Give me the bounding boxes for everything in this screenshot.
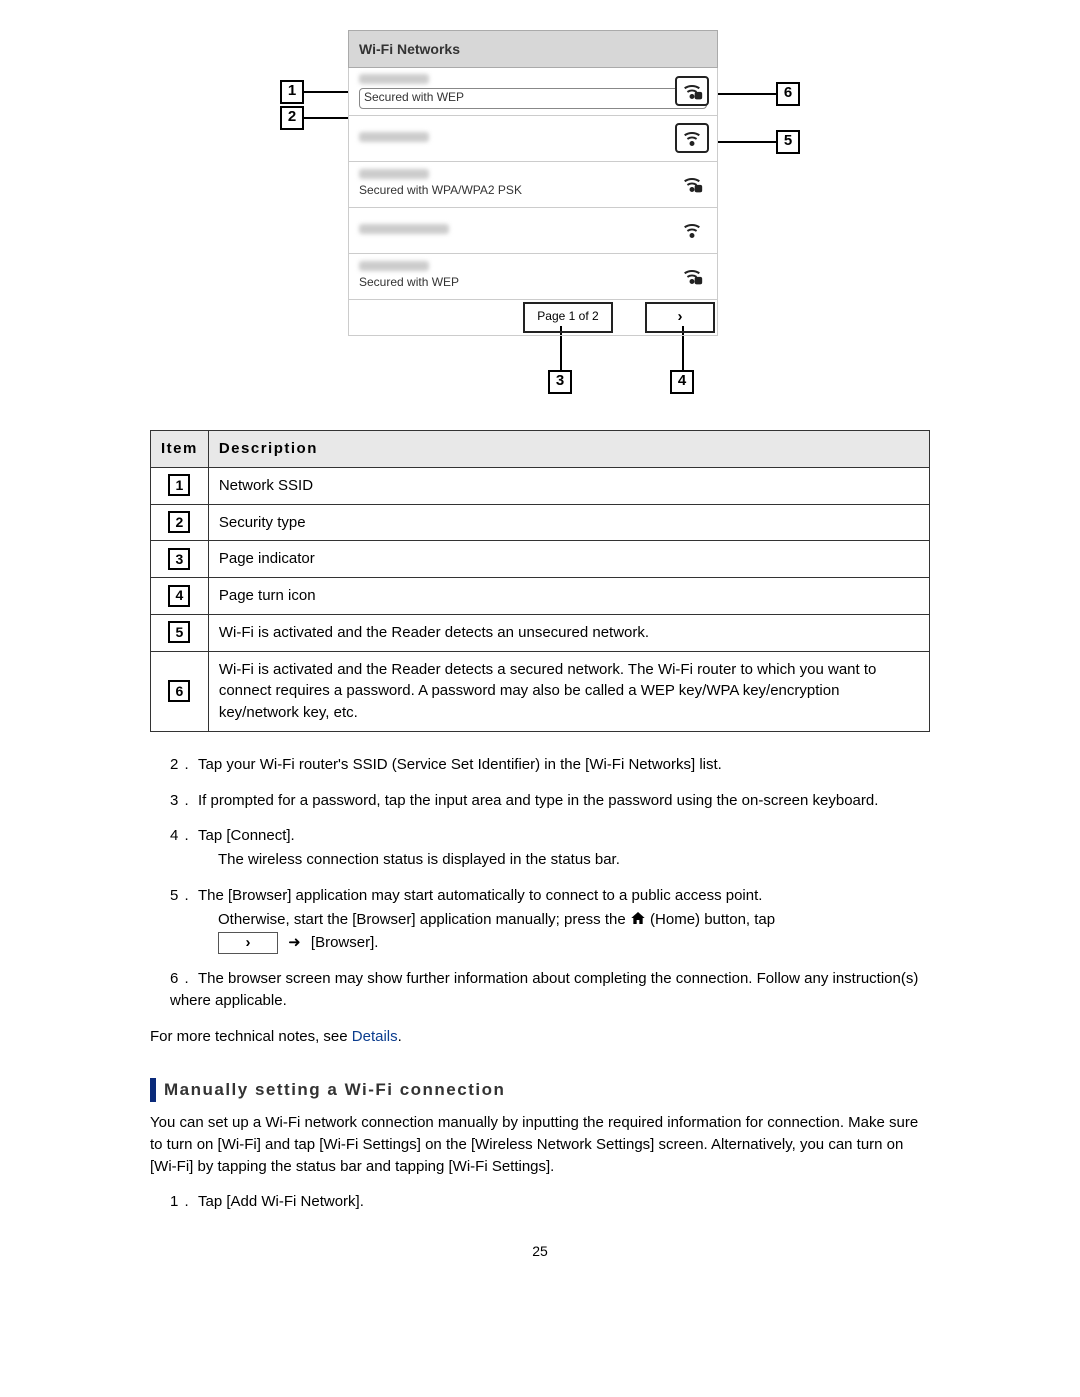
security-label: Secured with WEP [359, 274, 707, 291]
ssid-blur-placeholder [359, 132, 429, 142]
table-row: 6 Wi-Fi is activated and the Reader dete… [151, 651, 930, 731]
wifi-list-item[interactable] [348, 116, 718, 162]
instruction-list: 2 .Tap your Wi-Fi router's SSID (Service… [150, 754, 930, 1012]
step-5: 5 .The [Browser] application may start a… [170, 885, 930, 955]
item-desc: Page turn icon [208, 578, 929, 615]
step-5-line2: Otherwise, start the [Browser] applicati… [218, 909, 930, 931]
leader-line [304, 91, 348, 93]
page-number: 25 [150, 1241, 930, 1261]
item-desc: Security type [208, 504, 929, 541]
home-icon [630, 910, 646, 926]
step-6: 6 .The browser screen may show further i… [170, 968, 930, 1012]
section-title: Manually setting a Wi-Fi connection [164, 1078, 505, 1103]
item-number: 1 [168, 474, 190, 496]
table-row: 4 Page turn icon [151, 578, 930, 615]
wifi-secure-icon [675, 261, 709, 291]
ssid-blur-placeholder [359, 224, 449, 234]
page-turn-icon: › [218, 932, 278, 954]
security-label: Secured with WEP [359, 88, 707, 108]
wifi-list-header: Wi-Fi Networks [348, 30, 718, 68]
step-4: 4 .Tap [Connect]. The wireless connectio… [170, 825, 930, 871]
item-desc: Wi-Fi is activated and the Reader detect… [208, 614, 929, 651]
callout-4: 4 [670, 370, 694, 394]
arrow-icon: ➜ [288, 932, 301, 954]
ssid-blur-placeholder [359, 261, 429, 271]
wifi-open-icon [675, 215, 709, 245]
wifi-list-item[interactable] [348, 208, 718, 254]
table-row: 3 Page indicator [151, 541, 930, 578]
wifi-diagram: 1 2 6 5 3 4 Wi-Fi Networks Secured with … [280, 30, 800, 390]
security-label: Secured with WPA/WPA2 PSK [359, 182, 707, 199]
wifi-list-item[interactable]: Secured with WEP [348, 68, 718, 115]
heading-bar [150, 1078, 156, 1102]
step-2: 2 .Tap your Wi-Fi router's SSID (Service… [170, 754, 930, 776]
item-number: 2 [168, 511, 190, 533]
callout-1: 1 [280, 80, 304, 104]
wifi-open-icon [675, 123, 709, 153]
leader-line [716, 93, 776, 95]
item-number: 5 [168, 621, 190, 643]
item-desc: Network SSID [208, 467, 929, 504]
details-link[interactable]: Details [352, 1028, 398, 1045]
wifi-list-item[interactable]: Secured with WEP [348, 254, 718, 300]
wifi-secure-icon [675, 169, 709, 199]
ssid-blur-placeholder [359, 74, 429, 84]
callout-5: 5 [776, 130, 800, 154]
callout-3: 3 [548, 370, 572, 394]
item-number: 6 [168, 680, 190, 702]
wifi-secure-icon [675, 76, 709, 106]
item-desc: Wi-Fi is activated and the Reader detect… [208, 651, 929, 731]
table-row: 5 Wi-Fi is activated and the Reader dete… [151, 614, 930, 651]
section-heading: Manually setting a Wi-Fi connection [150, 1078, 930, 1103]
item-number: 3 [168, 548, 190, 570]
leader-line [716, 141, 776, 143]
step-3: 3 .If prompted for a password, tap the i… [170, 790, 930, 812]
wifi-bottom-bar: Page 1 of 2 › [348, 300, 718, 336]
col-item: Item [151, 431, 209, 468]
wifi-screen: Wi-Fi Networks Secured with WEP [348, 30, 718, 336]
section-step-1: 1 .Tap [Add Wi-Fi Network]. [170, 1191, 930, 1213]
description-table: Item Description 1 Network SSID 2 Securi… [150, 430, 930, 732]
ssid-blur-placeholder [359, 169, 429, 179]
item-number: 4 [168, 585, 190, 607]
leader-line [304, 117, 348, 119]
col-description: Description [208, 431, 929, 468]
item-desc: Page indicator [208, 541, 929, 578]
callout-2: 2 [280, 106, 304, 130]
page-indicator: Page 1 of 2 [523, 302, 613, 333]
table-row: 1 Network SSID [151, 467, 930, 504]
step-5-line3: › ➜ [Browser]. [218, 932, 930, 954]
page-turn-button[interactable]: › [645, 302, 715, 333]
section-paragraph: You can set up a Wi-Fi network connectio… [150, 1112, 930, 1177]
details-note: For more technical notes, see Details. [150, 1026, 930, 1048]
wifi-list-item[interactable]: Secured with WPA/WPA2 PSK [348, 162, 718, 208]
callout-6: 6 [776, 82, 800, 106]
table-row: 2 Security type [151, 504, 930, 541]
